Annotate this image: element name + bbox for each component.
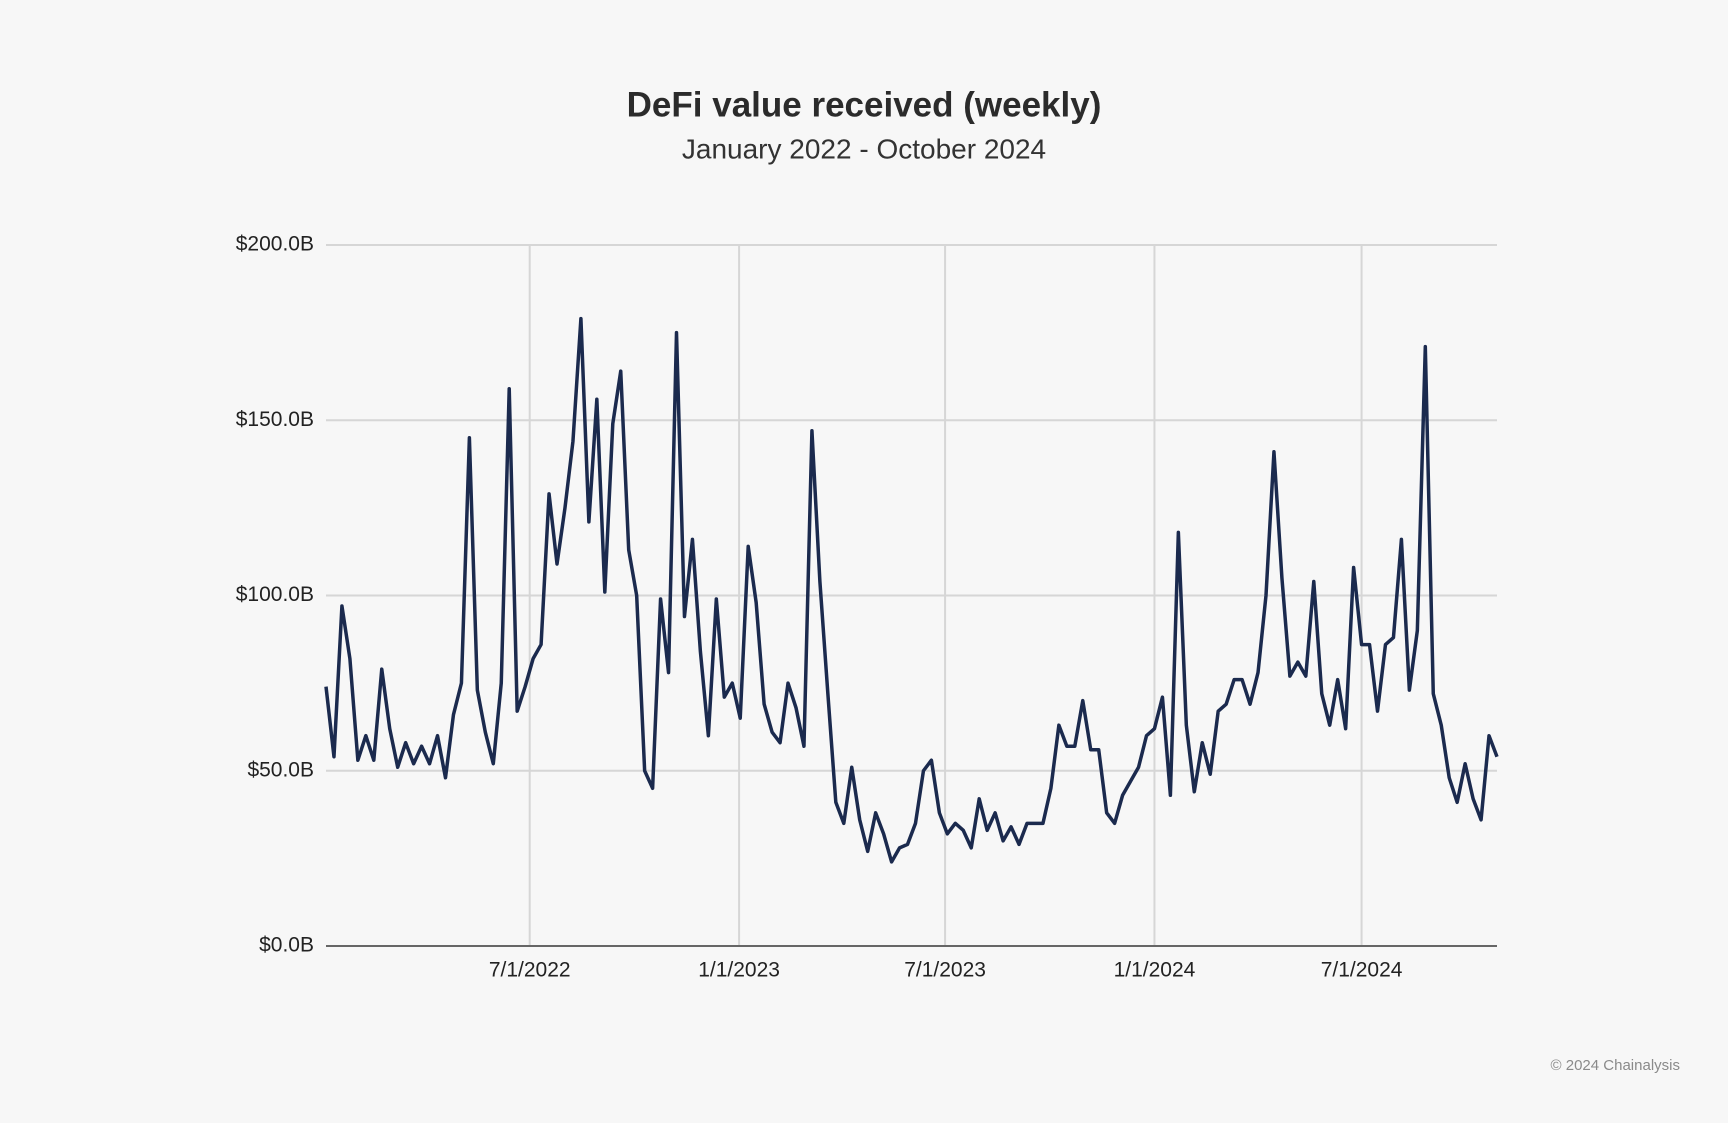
- x-tick-label: 7/1/2023: [904, 959, 986, 982]
- grid: $0.0B $50.0B $100.0B $150.0B $200.0B 7/1/2022…: [236, 233, 1497, 982]
- x-tick-label: 1/1/2023: [698, 959, 780, 982]
- footer: © 2024 Chainalysis: [1551, 1057, 1680, 1074]
- y-tick-label: $150.0B: [236, 408, 314, 431]
- chart-subtitle: January 2022 - October 2024: [682, 133, 1046, 164]
- x-tick-label: 1/1/2024: [1114, 959, 1196, 982]
- x-tick-label: 7/1/2022: [489, 959, 571, 982]
- y-tick-label: $50.0B: [247, 758, 314, 781]
- data-line: [324, 316, 1499, 864]
- y-tick-label: $100.0B: [236, 583, 314, 606]
- x-tick-label: 7/1/2024: [1321, 959, 1403, 982]
- plot-area: [324, 316, 1499, 864]
- y-tick-label: $0.0B: [259, 934, 314, 957]
- chart-title: DeFi value received (weekly): [627, 85, 1102, 124]
- y-tick-label: $200.0B: [236, 233, 314, 256]
